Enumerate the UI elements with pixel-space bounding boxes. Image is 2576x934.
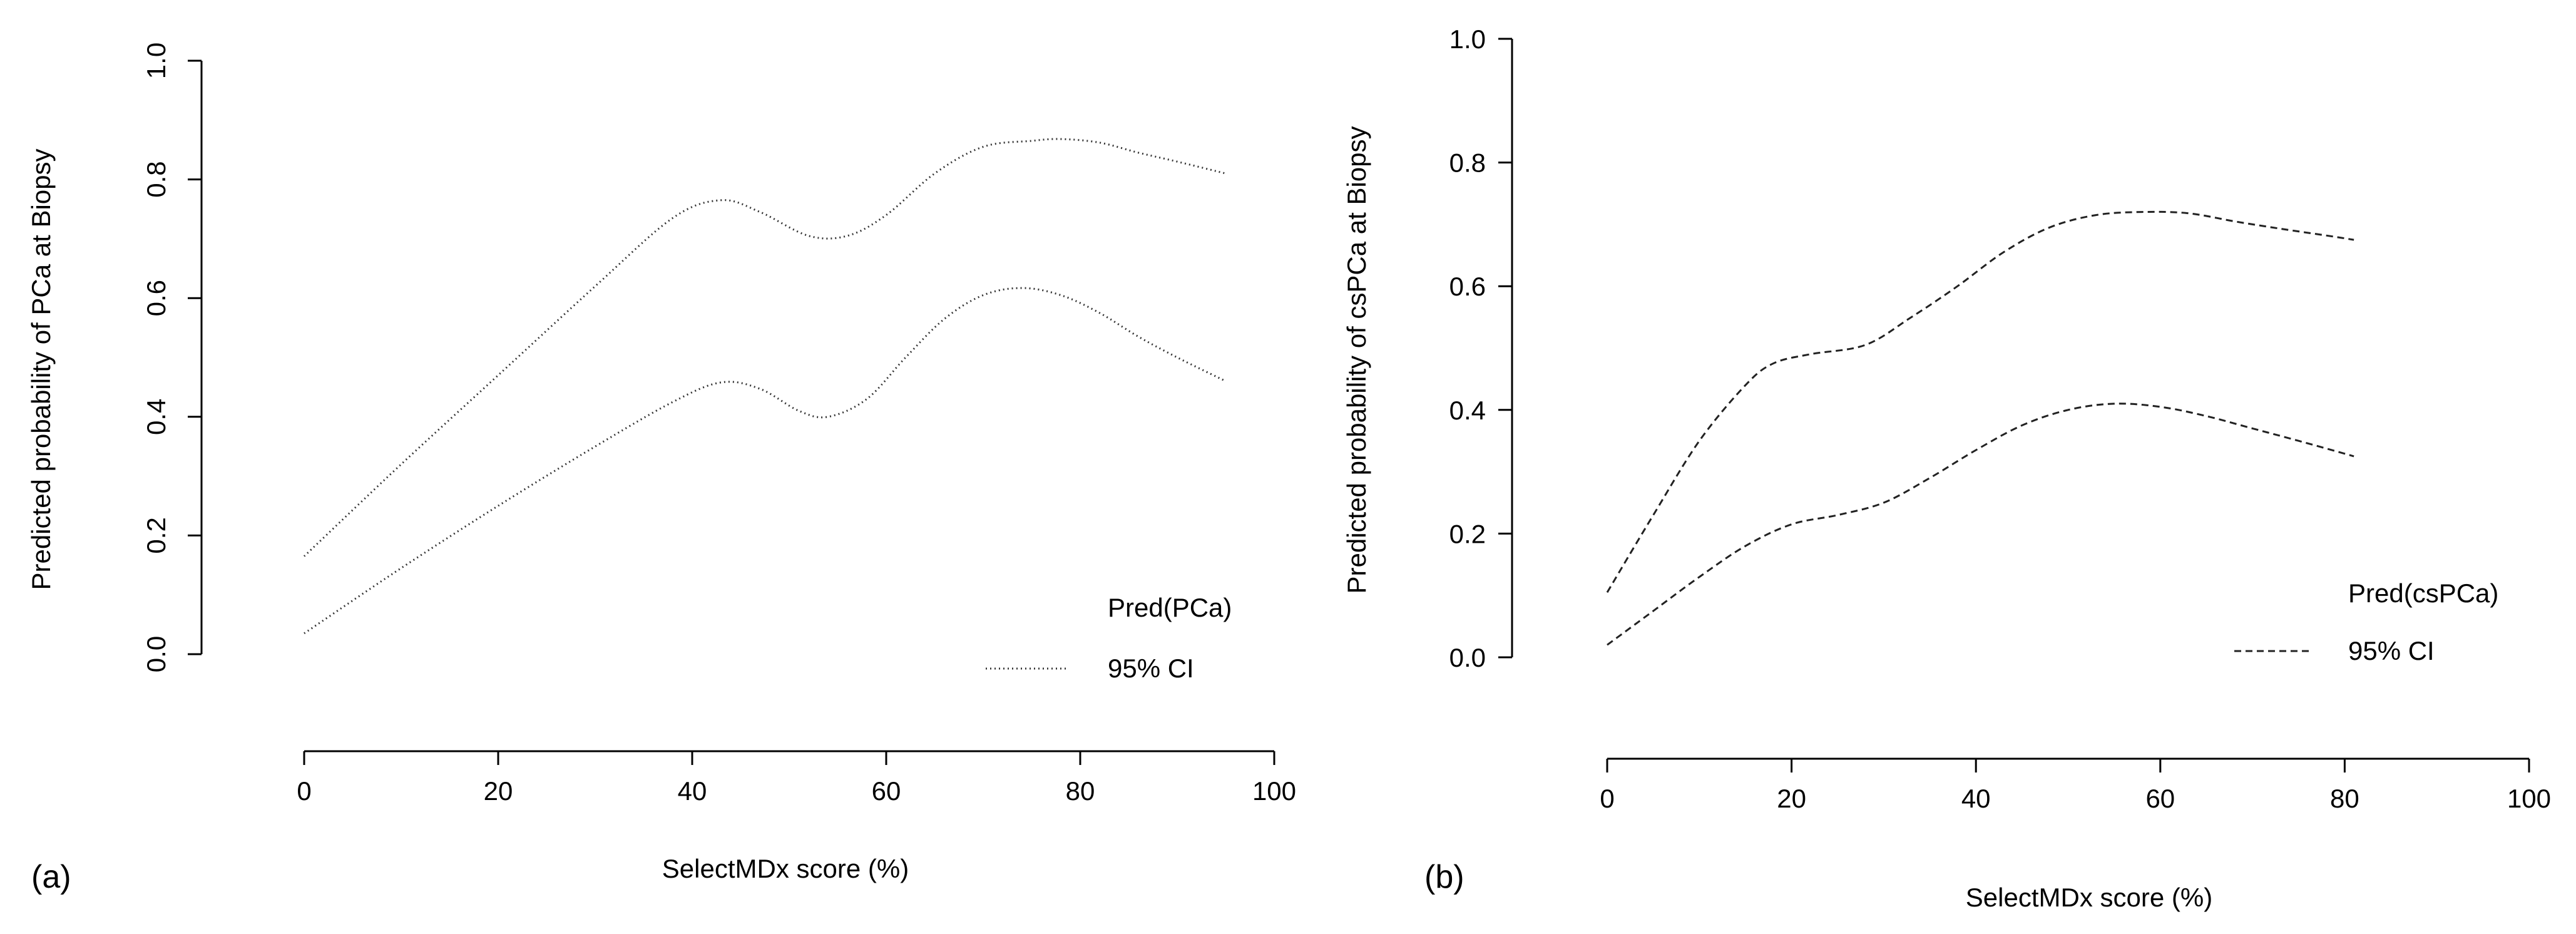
y-tick-label: 1.0 bbox=[1449, 24, 1486, 54]
legend-title: Pred(PCa) bbox=[1108, 593, 1232, 622]
ci-upper-line bbox=[1606, 210, 2354, 593]
x-axis-title: SelectMDx score (%) bbox=[1966, 883, 2212, 912]
x-tick-label: 60 bbox=[2145, 784, 2175, 813]
x-tick-label: 20 bbox=[484, 776, 513, 806]
y-axis-title: Predicted probability of PCa at Biopsy bbox=[26, 148, 56, 590]
y-tick-label: 0.2 bbox=[141, 517, 171, 553]
y-tick-label: 0.2 bbox=[1449, 519, 1486, 548]
series-group bbox=[1606, 210, 2354, 646]
x-tick-label: 40 bbox=[678, 776, 707, 806]
series-group bbox=[303, 138, 1227, 635]
y-axis: 0.0 0.2 0.4 0.6 0.8 1.0 bbox=[1449, 24, 1513, 672]
x-tick-label: 40 bbox=[1961, 784, 1991, 813]
x-axis-title: SelectMDx score (%) bbox=[662, 854, 909, 883]
y-tick-label: 0.6 bbox=[141, 280, 171, 316]
panel-label: (a) bbox=[31, 859, 71, 895]
y-tick-label: 0.0 bbox=[1449, 643, 1486, 672]
panel-a: 0.0 0.2 0.4 0.6 0.8 1.0 0 20 40 60 80 100 Predicte… bbox=[26, 43, 1296, 895]
y-tick-label: 0.8 bbox=[141, 161, 171, 197]
y-tick-label: 0.6 bbox=[1449, 272, 1486, 301]
x-tick-label: 20 bbox=[1777, 784, 1806, 813]
y-axis-title: Predicted probability of csPCa at Biopsy bbox=[1342, 126, 1371, 593]
x-tick-label: 0 bbox=[297, 776, 311, 806]
ci-upper-line bbox=[303, 138, 1226, 557]
x-tick-label: 0 bbox=[1600, 784, 1614, 813]
legend-entry: 95% CI bbox=[2348, 636, 2435, 665]
ci-lower-line bbox=[304, 287, 1227, 635]
x-axis: 0 20 40 60 80 100 bbox=[1600, 757, 2551, 813]
ci-lower-line bbox=[1607, 403, 2354, 646]
legend-entry: 95% CI bbox=[1108, 654, 1194, 683]
y-tick-label: 0.0 bbox=[141, 636, 171, 672]
x-tick-label: 80 bbox=[1066, 776, 1095, 806]
y-tick-label: 0.8 bbox=[1449, 148, 1486, 178]
panel-b: 0.0 0.2 0.4 0.6 0.8 1.0 0 20 40 60 80 100 Predicte… bbox=[1342, 24, 2551, 912]
y-tick-label: 0.4 bbox=[141, 399, 171, 435]
y-tick-label: 0.4 bbox=[1449, 396, 1486, 425]
x-tick-label: 60 bbox=[872, 776, 901, 806]
x-tick-label: 80 bbox=[2330, 784, 2359, 813]
x-tick-label: 100 bbox=[1252, 776, 1296, 806]
x-tick-label: 100 bbox=[2507, 784, 2551, 813]
panel-label: (b) bbox=[1424, 859, 1464, 895]
x-axis: 0 20 40 60 80 100 bbox=[297, 750, 1296, 806]
legend-title: Pred(csPCa) bbox=[2348, 578, 2498, 608]
y-tick-label: 1.0 bbox=[141, 43, 171, 79]
y-axis: 0.0 0.2 0.4 0.6 0.8 1.0 bbox=[141, 43, 203, 672]
